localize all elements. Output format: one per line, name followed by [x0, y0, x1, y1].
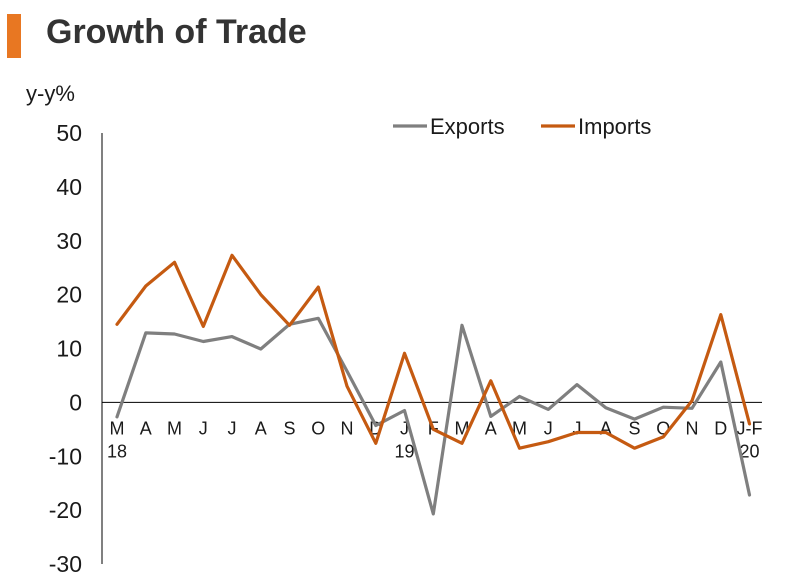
x-tick-label: A	[485, 418, 497, 438]
y-tick-label: 10	[56, 336, 82, 362]
x-year-label: 20	[739, 441, 759, 461]
y-tick-label: 20	[56, 282, 82, 308]
y-tick-label: 0	[69, 389, 82, 415]
x-tick-label: M	[512, 418, 527, 438]
y-tick-label: -30	[49, 551, 82, 577]
x-tick-label: J	[228, 418, 237, 438]
x-tick-label: S	[628, 418, 640, 438]
legend-label-imports: Imports	[578, 114, 651, 139]
x-tick-label: D	[714, 418, 727, 438]
x-tick-label: J	[199, 418, 208, 438]
y-tick-label: -20	[49, 497, 82, 523]
series-line-exports	[115, 316, 752, 516]
title-accent-bar	[7, 14, 21, 58]
x-tick-label: A	[255, 418, 267, 438]
x-tick-label: J	[400, 418, 409, 438]
x-tick-label: J-F	[737, 418, 763, 438]
x-tick-label: O	[311, 418, 325, 438]
legend: Exports Imports	[393, 114, 651, 139]
x-year-label: 19	[394, 441, 414, 461]
series-lines	[115, 253, 752, 516]
x-axis-ticks: M A M J J A S O N D J F M A M J J A S O N D J-F18 19 20	[107, 418, 763, 461]
x-tick-label: J	[544, 418, 553, 438]
x-tick-label: S	[283, 418, 295, 438]
x-tick-label: N	[341, 418, 354, 438]
x-tick-label: M	[167, 418, 182, 438]
x-tick-label: J	[573, 418, 582, 438]
y-axis-ticks: 50 40 30 20 10 0 -10 -20 -30	[49, 120, 82, 577]
x-tick-label: M	[110, 418, 125, 438]
y-tick-label: 40	[56, 174, 82, 200]
chart-title: Growth of Trade	[46, 13, 307, 51]
x-tick-label: N	[686, 418, 699, 438]
legend-label-exports: Exports	[430, 114, 505, 139]
x-year-label: 18	[107, 441, 127, 461]
y-axis-label: y-y%	[26, 81, 75, 106]
y-tick-label: 30	[56, 228, 82, 254]
y-tick-label: -10	[49, 443, 82, 469]
series-line-imports	[115, 253, 752, 450]
x-tick-label: A	[140, 418, 152, 438]
y-tick-label: 50	[56, 120, 82, 146]
